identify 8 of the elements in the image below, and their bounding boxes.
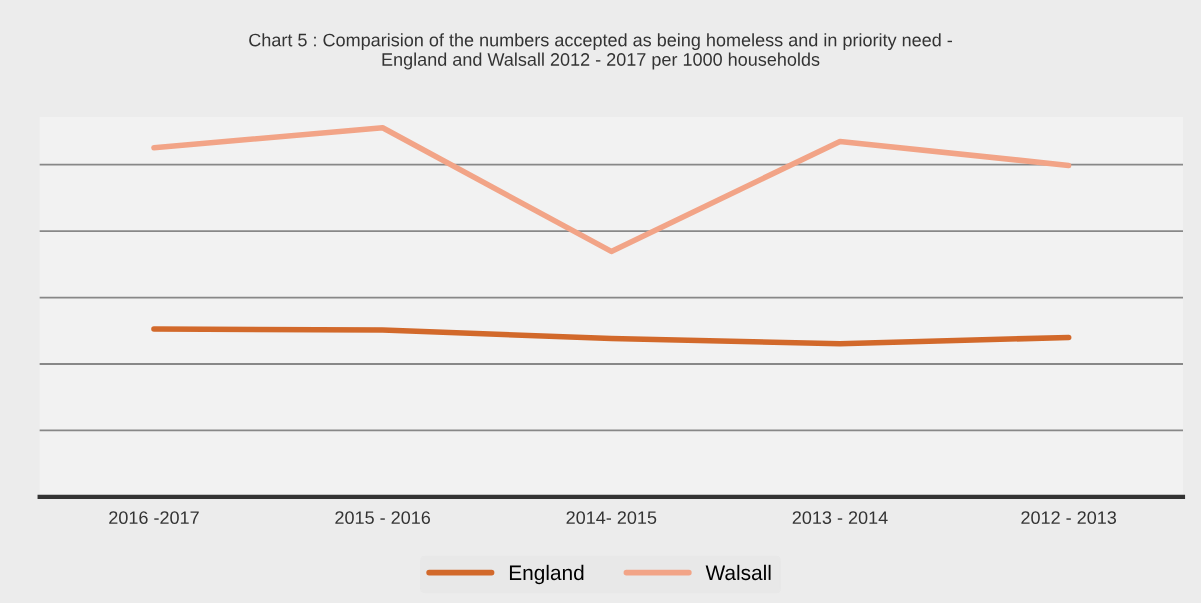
x-tick-label: 2013 - 2014 [792, 511, 888, 525]
x-tick-label: 2012 - 2013 [1021, 511, 1117, 525]
x-tick-label: 2015 - 2016 [335, 511, 431, 525]
x-tick-label: 2014- 2015 [566, 511, 657, 525]
legend-label: England [509, 564, 584, 585]
x-tick-label: 2016 -2017 [109, 511, 199, 525]
chart-title: Chart 5 : Comparision of the numbers accepted as being homeless and in priority need - England and Walsall 2012 - 2017 per 1000 households [249, 33, 952, 70]
legend-label: Walsall [705, 564, 771, 581]
